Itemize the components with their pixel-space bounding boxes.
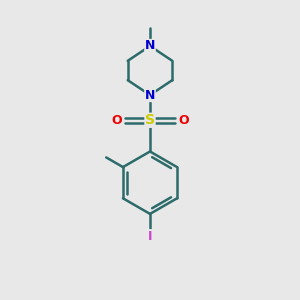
Text: N: N xyxy=(145,40,155,52)
Text: I: I xyxy=(148,230,152,243)
Text: N: N xyxy=(145,88,155,101)
Text: O: O xyxy=(178,114,189,127)
Text: S: S xyxy=(145,113,155,127)
Text: O: O xyxy=(111,114,122,127)
